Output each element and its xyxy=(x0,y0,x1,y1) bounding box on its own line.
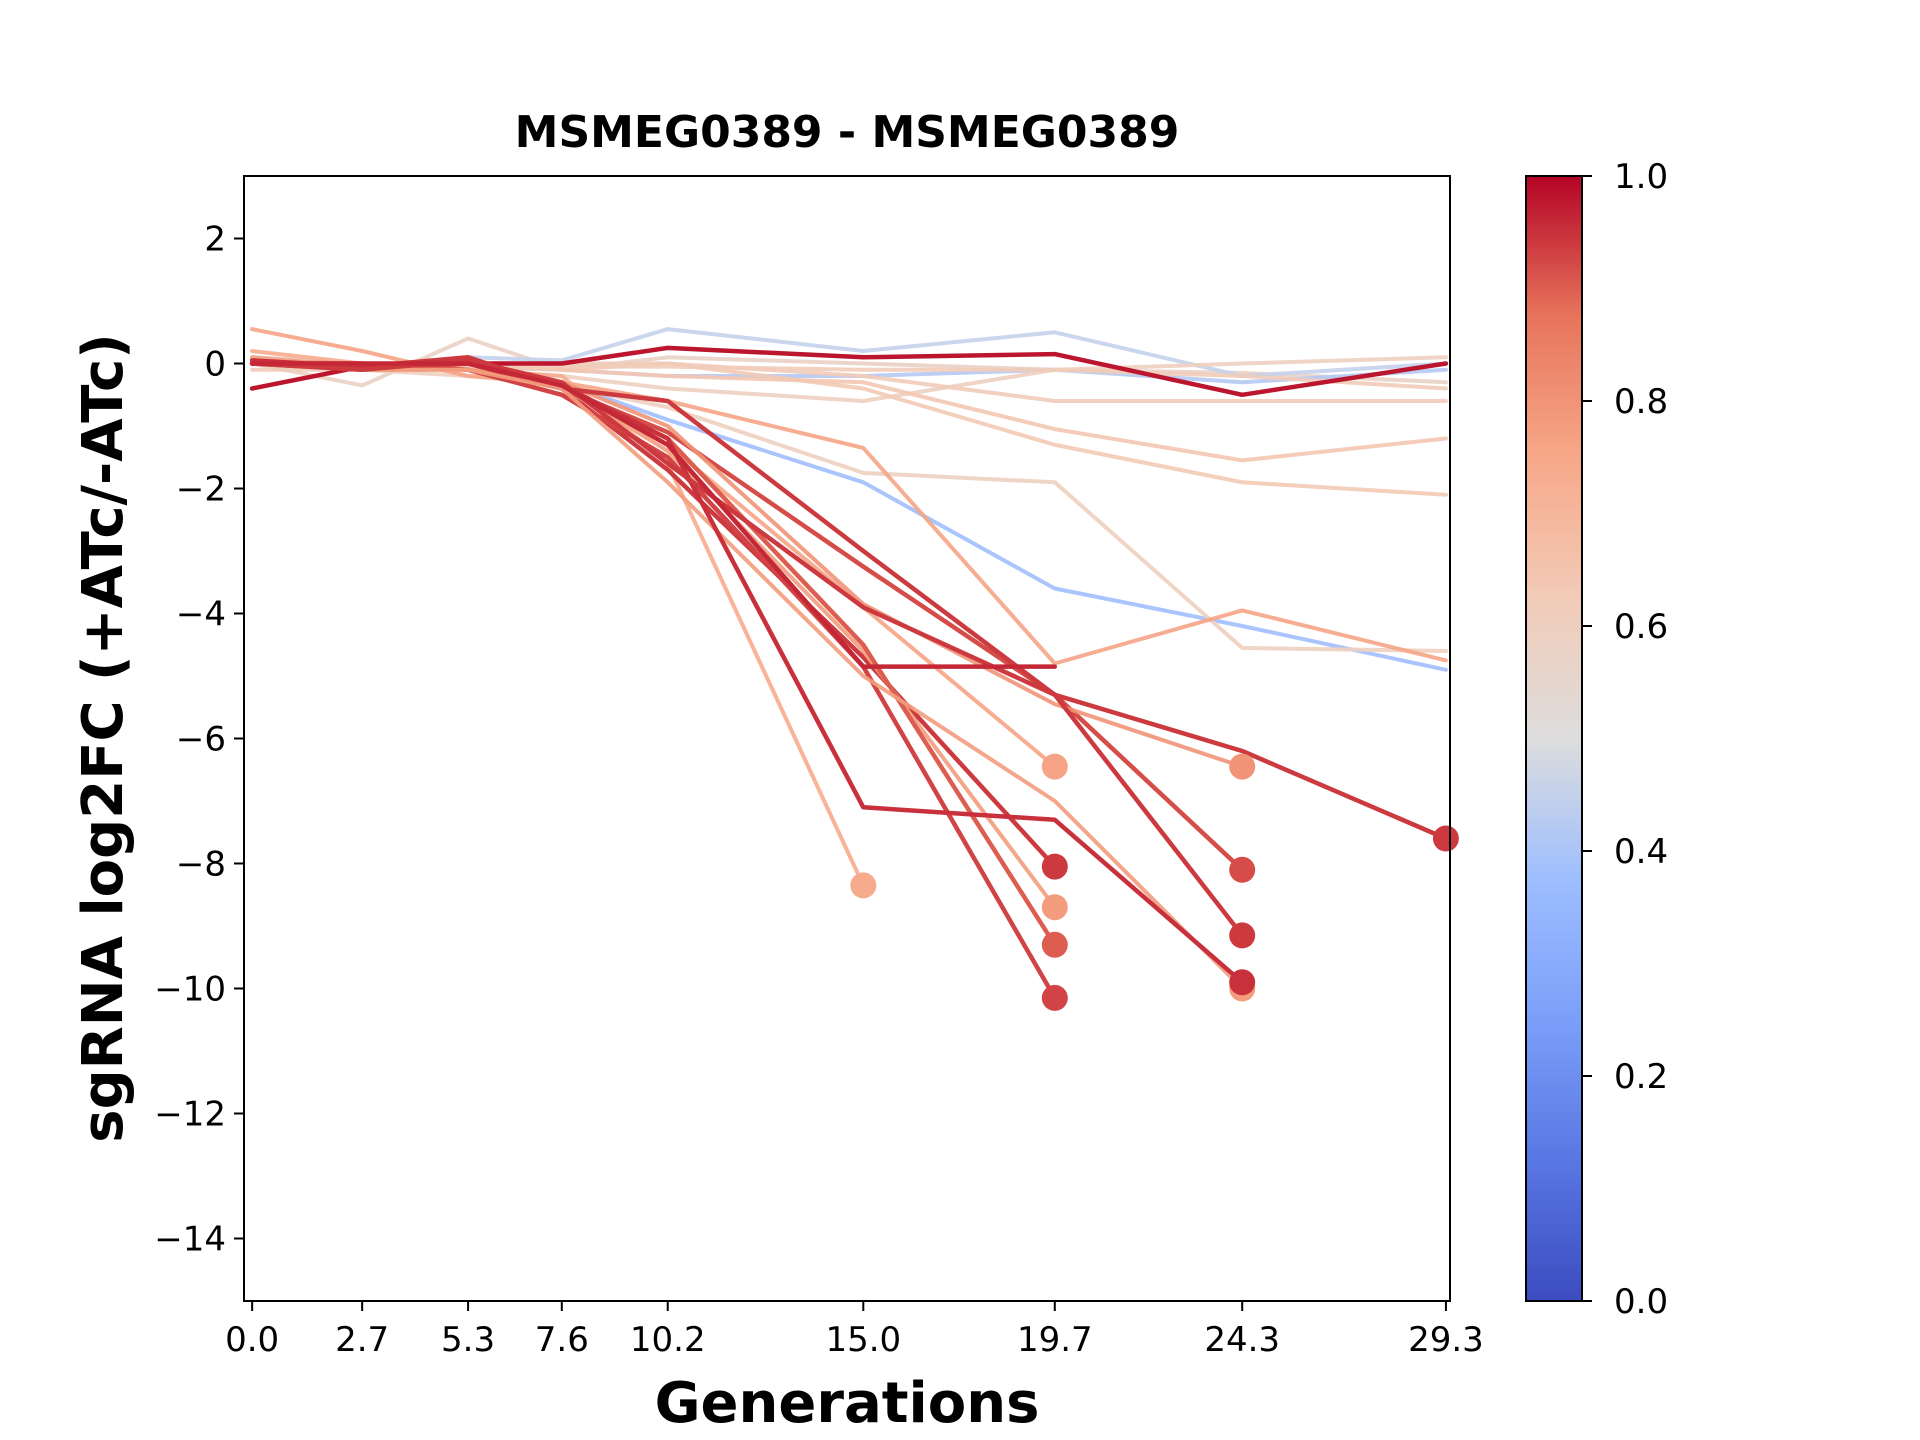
series-end-marker-21 xyxy=(1229,922,1256,949)
x-tick-label: 29.3 xyxy=(1408,1320,1484,1360)
y-tick-label: −2 xyxy=(176,470,226,510)
series-line-24 xyxy=(249,358,1449,841)
x-axis: 0.0 2.7 5.3 7.6 10.2 15.0 19.7 24.3 29.3 xyxy=(225,1301,1484,1360)
series-end-marker-23 xyxy=(1229,969,1256,996)
series-end-marker-18 xyxy=(1041,984,1068,1011)
series-line-19 xyxy=(249,361,1245,873)
series-line-16 xyxy=(250,358,1057,910)
series-line-13 xyxy=(250,349,866,888)
series-line-21 xyxy=(249,361,1245,938)
colorbar-tick-label: 0.6 xyxy=(1614,607,1668,647)
x-tick-label: 0.0 xyxy=(225,1320,279,1360)
colorbar-axis: 0.0 0.2 0.4 0.6 0.8 1.0 xyxy=(1582,157,1668,1322)
marker-layer xyxy=(850,753,1459,1011)
colorbar-tick-label: 0.4 xyxy=(1614,832,1668,872)
series-end-marker-14 xyxy=(1041,853,1068,880)
x-tick-label: 24.3 xyxy=(1204,1320,1280,1360)
x-tick-label: 7.6 xyxy=(535,1320,589,1360)
colorbar-tick-label: 1.0 xyxy=(1614,157,1668,197)
x-tick-label: 15.0 xyxy=(825,1320,901,1360)
y-tick-label: −6 xyxy=(176,720,226,760)
series-line-22 xyxy=(250,361,1245,991)
x-axis-title: Generations xyxy=(655,1371,1040,1436)
x-tick-label: 19.7 xyxy=(1017,1320,1093,1360)
series-end-marker-13 xyxy=(850,872,877,899)
y-tick-label: 2 xyxy=(204,220,226,260)
series-end-marker-19 xyxy=(1229,856,1256,883)
series-line-25 xyxy=(249,361,1058,669)
series-end-marker-15 xyxy=(1041,753,1068,780)
series-end-marker-17 xyxy=(1041,931,1068,958)
y-tick-label: −4 xyxy=(176,595,226,635)
colorbar-bar xyxy=(1525,175,1583,1302)
x-tick-label: 2.7 xyxy=(335,1320,389,1360)
series-layer xyxy=(249,327,1449,1001)
series-end-marker-20 xyxy=(1229,753,1256,780)
chart-title: MSMEG0389 - MSMEG0389 xyxy=(515,107,1180,158)
colorbar-tick-label: 0.2 xyxy=(1614,1057,1668,1097)
colorbar-tick-label: 0.8 xyxy=(1614,382,1668,422)
y-tick-label: −8 xyxy=(176,845,226,885)
y-tick-label: −12 xyxy=(154,1095,226,1135)
colorbar-tick-label: 0.0 xyxy=(1614,1282,1668,1322)
y-tick-label: 0 xyxy=(204,345,226,385)
y-tick-label: −10 xyxy=(154,970,226,1010)
y-tick-label: −14 xyxy=(154,1220,226,1260)
y-axis: 2 0 −2 −4 −6 −8 −10 −12 −14 xyxy=(154,220,244,1260)
x-tick-label: 5.3 xyxy=(441,1320,495,1360)
y-axis-title: sgRNA log2FC (+ATc/-ATc) xyxy=(71,333,136,1143)
series-end-marker-24 xyxy=(1432,825,1459,852)
x-tick-label: 10.2 xyxy=(630,1320,706,1360)
plot-frame xyxy=(243,175,1451,1302)
series-end-marker-16 xyxy=(1041,894,1068,921)
series-line-4 xyxy=(250,361,1448,672)
series-line-9 xyxy=(250,361,1448,653)
